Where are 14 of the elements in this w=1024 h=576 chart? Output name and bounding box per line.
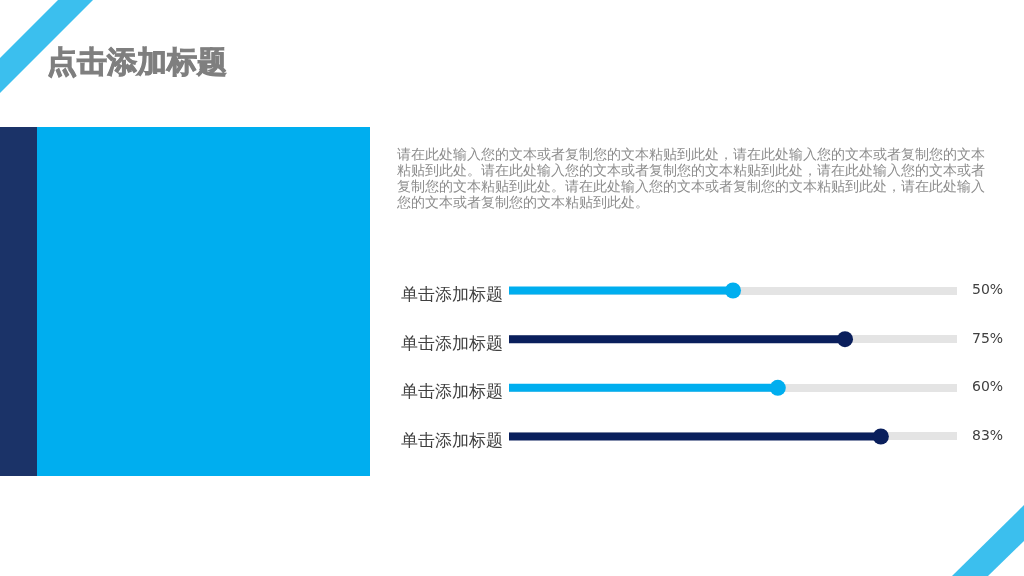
text: 点击添加标题 <box>47 43 227 81</box>
data-label: 75% <box>972 329 1004 346</box>
point <box>725 282 741 299</box>
y-tick-label: 单击添加标题 <box>401 429 503 450</box>
y-tick-label: 单击添加标题 <box>401 381 503 402</box>
y-tick-label: 单击添加标题 <box>401 332 503 353</box>
point <box>769 379 786 396</box>
point <box>872 428 889 445</box>
point <box>837 331 853 348</box>
data-label: 60% <box>972 378 1004 395</box>
y-tick-label: 单击添加标题 <box>401 283 503 304</box>
text: 请在此处输入您的文本或者复制您的文本粘贴到此处，请在此处输入您的文本或者复制您的文本粘贴到此处。请在此处输入您的文本或者复制您的文本粘贴到此处，请在此处输入您的文本或者复制您的文本粘贴到此处。请在此处输入您的文本或者复制您的文本粘贴到此处，请在此处输入您的文本或者复制您的文本粘贴到此处。 <box>397 146 986 210</box>
data-label: 50% <box>972 281 1004 298</box>
data-label: 83% <box>972 427 1004 444</box>
